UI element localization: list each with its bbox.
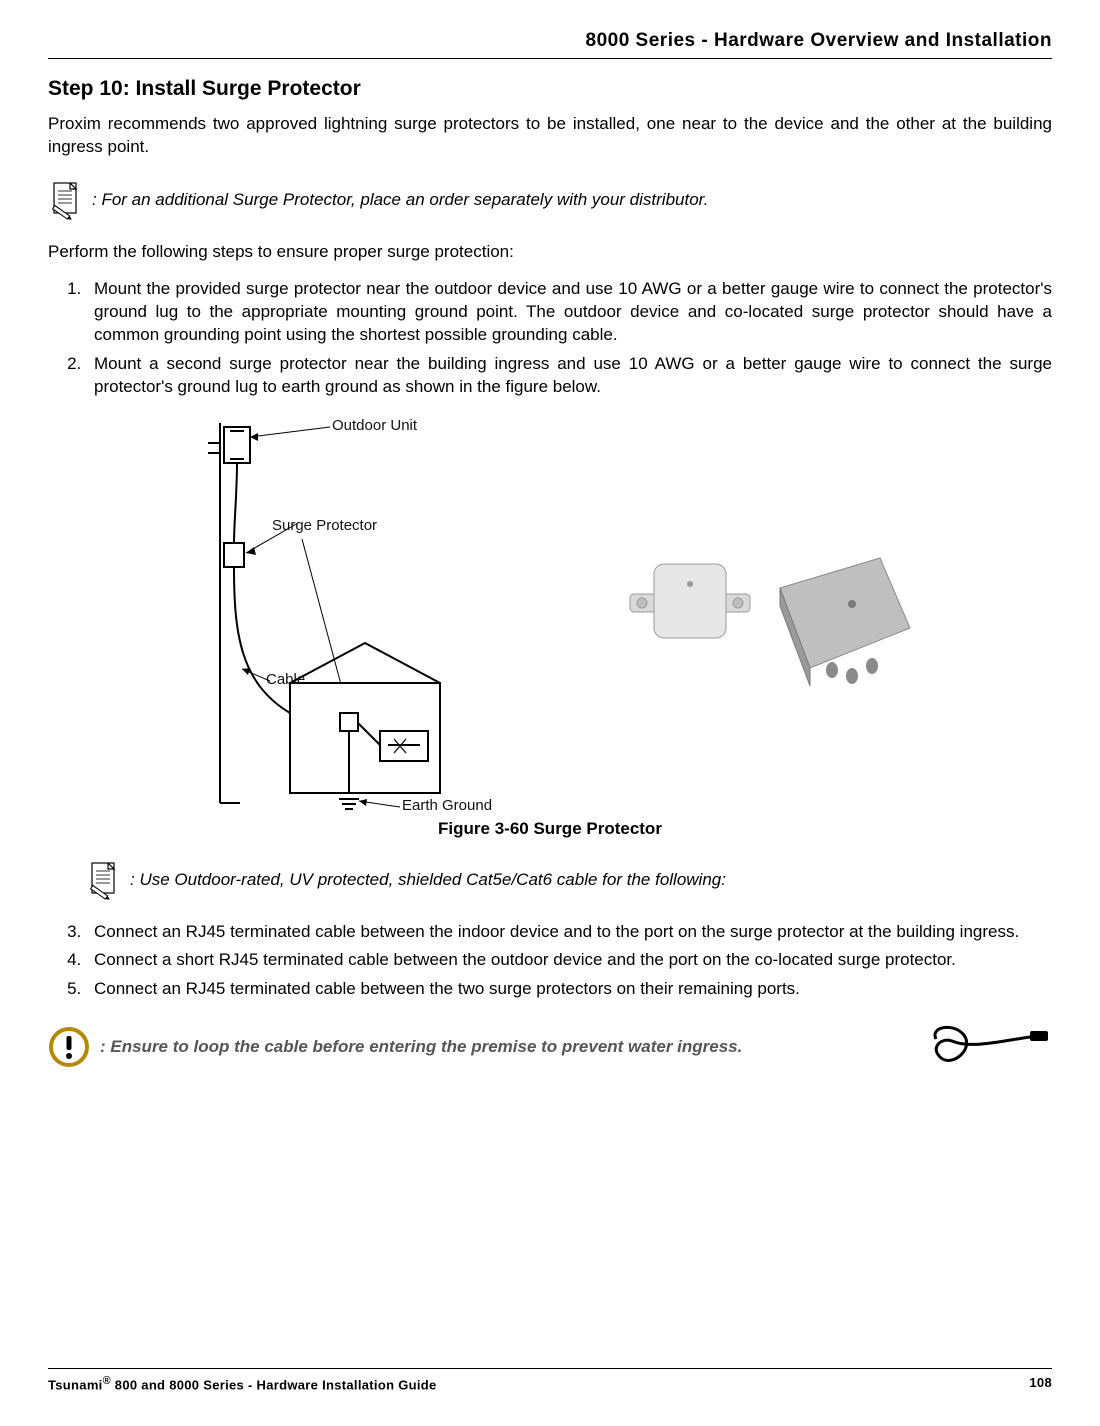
figure-area: Outdoor Unit Surge Protector Cable Earth… [48, 413, 1052, 813]
note-2: : Use Outdoor-rated, UV protected, shiel… [86, 859, 1052, 901]
header-title: 8000 Series - Hardware Overview and Inst… [48, 30, 1052, 52]
header-rule [48, 58, 1052, 59]
figure-caption: Figure 3-60 Surge Protector [48, 819, 1052, 839]
footer: Tsunami® 800 and 8000 Series - Hardware … [48, 1368, 1052, 1392]
step-item: Connect an RJ45 terminated cable between… [86, 921, 1052, 944]
steps-list-2: Connect an RJ45 terminated cable between… [86, 921, 1052, 1002]
perform-line: Perform the following steps to ensure pr… [48, 241, 1052, 264]
diagram-label-cable: Cable [266, 671, 305, 688]
step-item: Mount a second surge protector near the … [86, 353, 1052, 399]
note-icon [86, 859, 122, 901]
footer-left-prefix: Tsunami [48, 1377, 103, 1392]
step-item: Mount the provided surge protector near … [86, 278, 1052, 347]
diagram-label-outdoor-unit: Outdoor Unit [332, 417, 417, 434]
note-icon [48, 179, 84, 221]
steps-list-1: Mount the provided surge protector near … [86, 278, 1052, 399]
cable-loop-icon [922, 1019, 1052, 1075]
surge-protector-photo [620, 528, 920, 698]
diagram-label-surge-protector: Surge Protector [272, 517, 377, 534]
page-number: 108 [1029, 1375, 1052, 1392]
footer-rule [48, 1368, 1052, 1369]
caution-text: : Ensure to loop the cable before enteri… [100, 1037, 912, 1057]
intro-paragraph: Proxim recommends two approved lightning… [48, 113, 1052, 159]
surge-diagram: Outdoor Unit Surge Protector Cable Earth… [180, 413, 520, 813]
footer-left: Tsunami® 800 and 8000 Series - Hardware … [48, 1375, 437, 1392]
note-2-text: : Use Outdoor-rated, UV protected, shiel… [130, 870, 726, 890]
step-item: Connect an RJ45 terminated cable between… [86, 978, 1052, 1001]
note-1-text: : For an additional Surge Protector, pla… [92, 190, 708, 210]
footer-reg: ® [103, 1375, 111, 1387]
caution-icon [48, 1026, 90, 1068]
caution-row: : Ensure to loop the cable before enteri… [48, 1019, 1052, 1075]
step-item: Connect a short RJ45 terminated cable be… [86, 949, 1052, 972]
step-heading: Step 10: Install Surge Protector [48, 77, 1052, 101]
note-1: : For an additional Surge Protector, pla… [48, 179, 1052, 221]
footer-left-suffix: 800 and 8000 Series - Hardware Installat… [111, 1377, 437, 1392]
diagram-label-earth-ground: Earth Ground [402, 797, 492, 814]
